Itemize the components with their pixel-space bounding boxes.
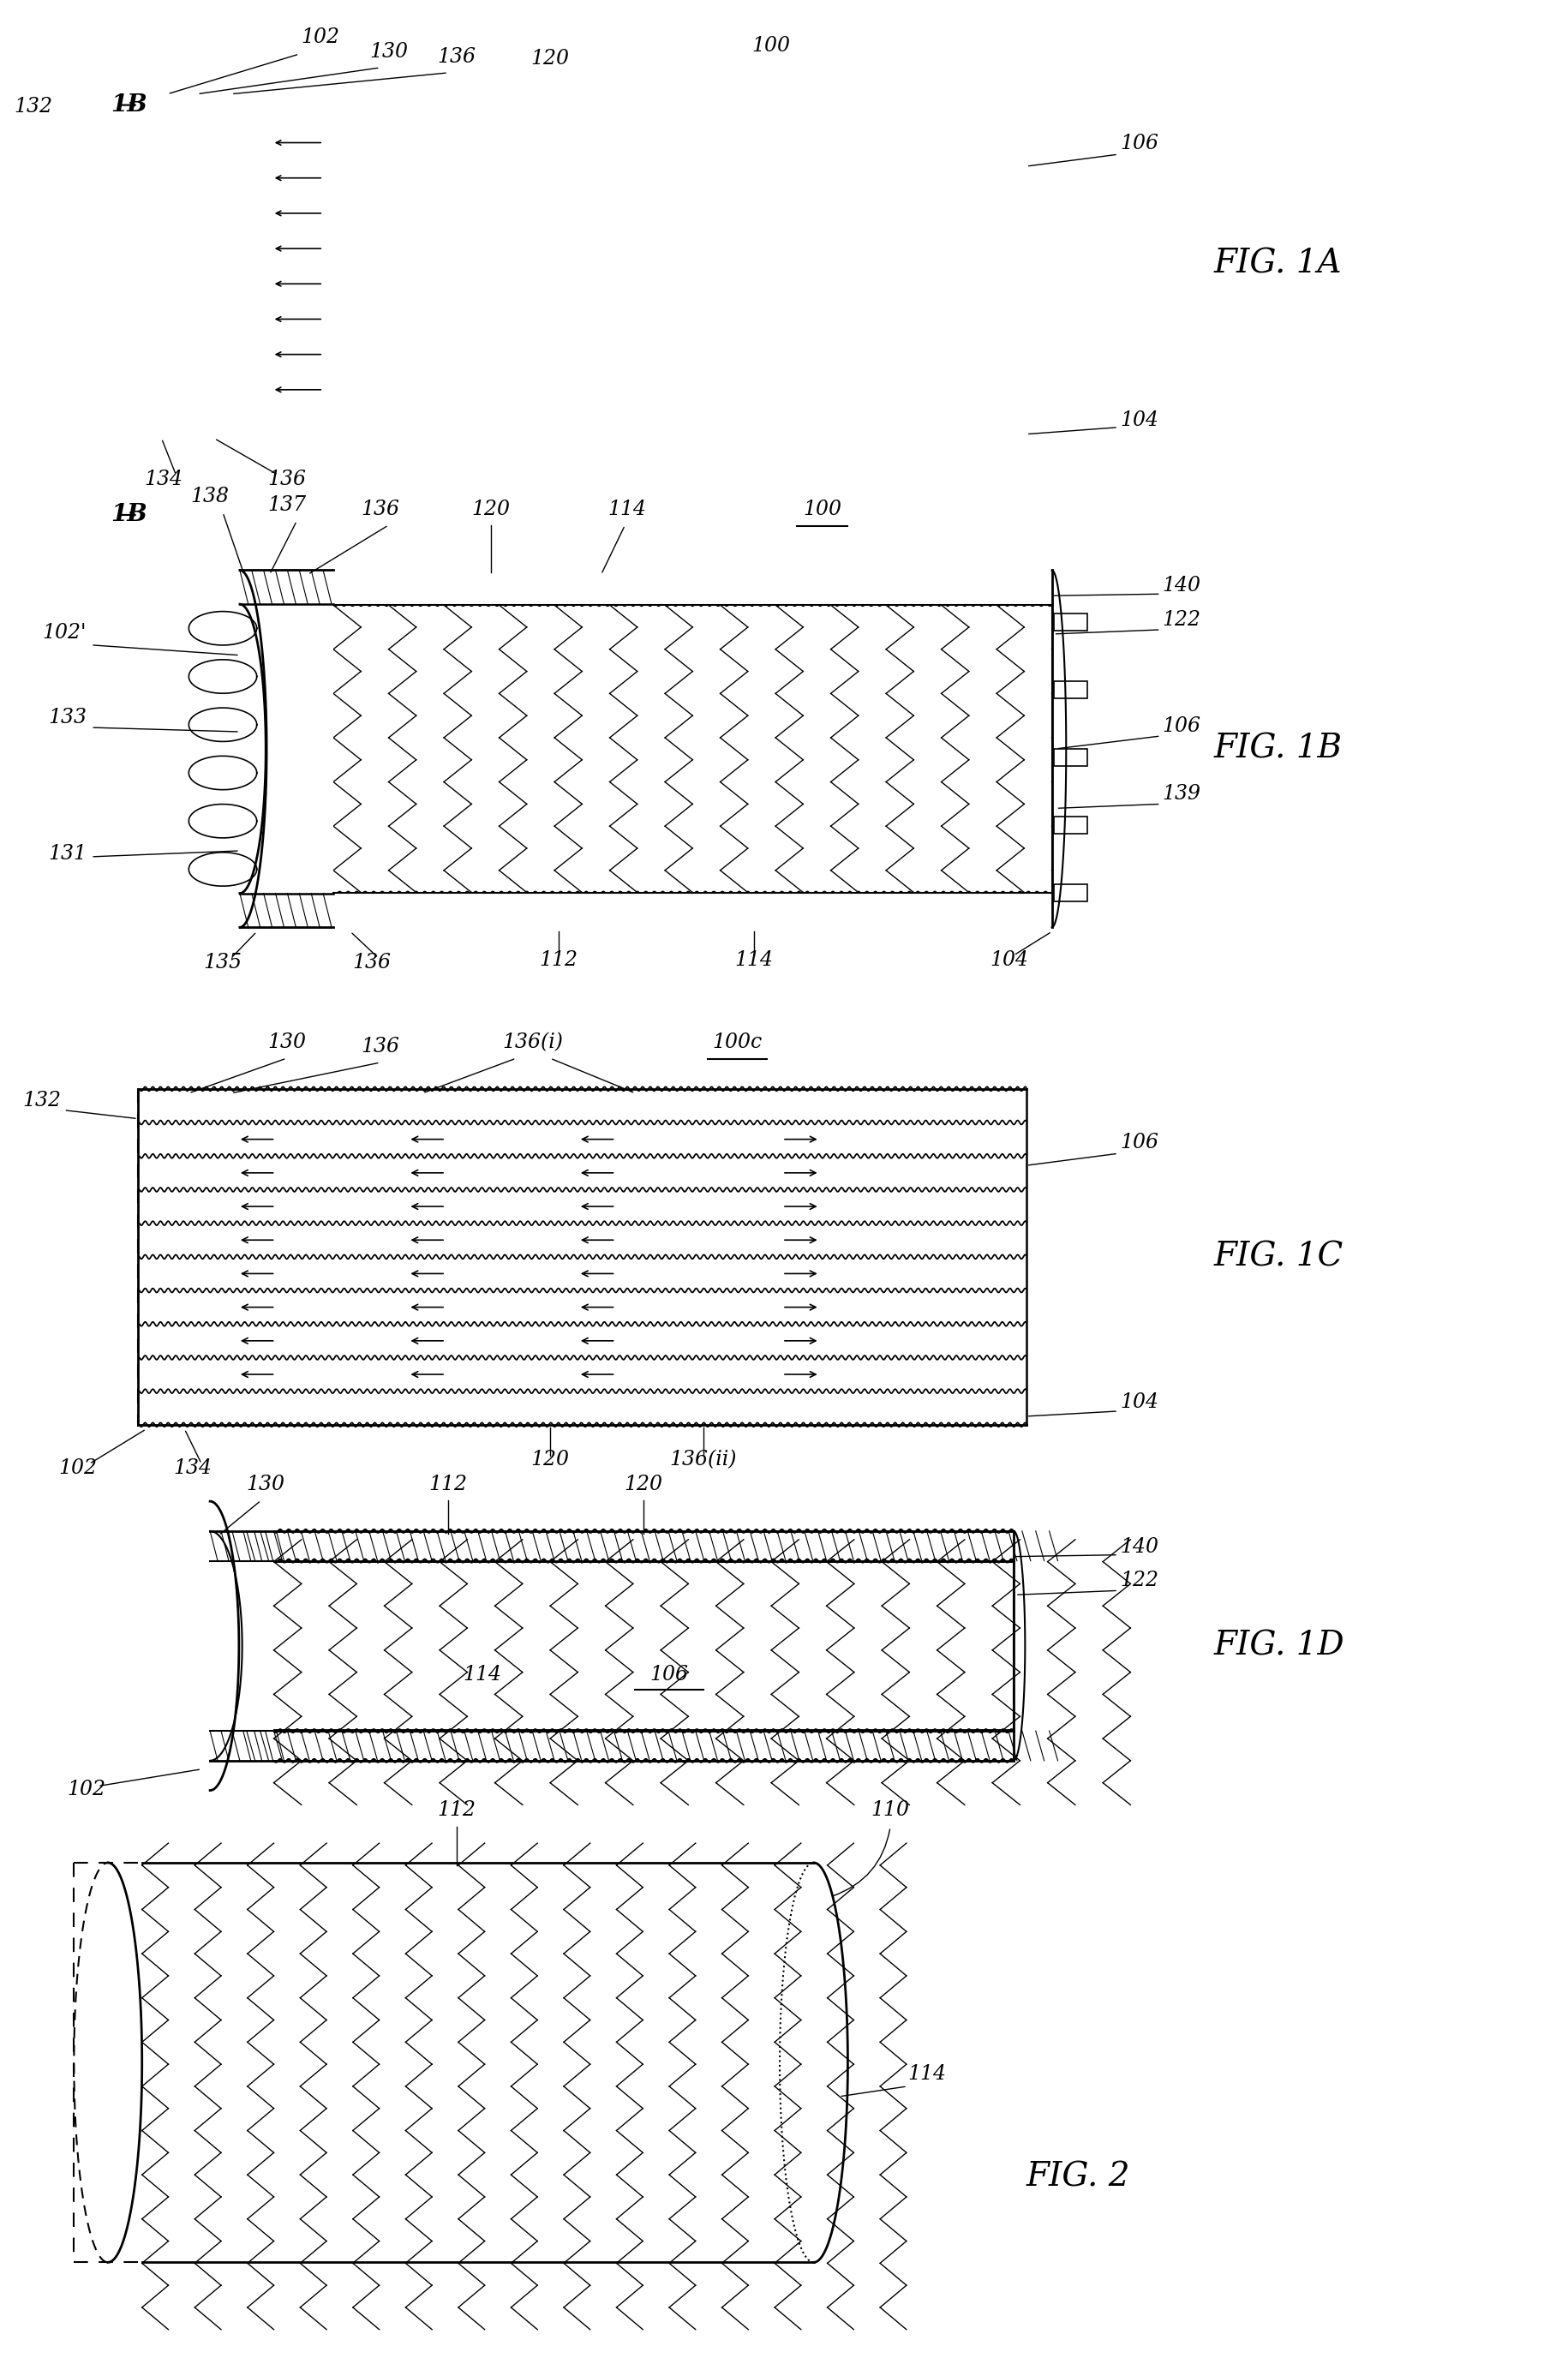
Text: 120: 120 [532,50,569,69]
Bar [1054,884,1088,901]
Text: 133: 133 [49,707,86,728]
Text: FIG. 1D: FIG. 1D [1214,1631,1344,1662]
Text: 136(i): 136(i) [503,1033,563,1052]
Text: 120: 120 [624,1475,663,1494]
Text: 134: 134 [144,470,182,489]
Text: 140: 140 [1120,1537,1159,1556]
Bar [1054,681,1088,697]
Text: 112: 112 [539,950,579,969]
Text: 102: 102 [301,28,340,47]
Text: 100: 100 [803,499,842,520]
Text: 130: 130 [370,43,408,61]
Text: 132: 132 [22,1090,61,1111]
Text: 130: 130 [246,1475,284,1494]
Text: 110: 110 [870,1801,909,1820]
Text: 137: 137 [267,494,306,515]
Text: 139: 139 [1162,785,1201,804]
Text: 114: 114 [607,499,646,520]
Text: 136: 136 [361,1038,400,1057]
Text: 132: 132 [14,97,53,116]
Text: 102: 102 [67,1780,107,1799]
Text: 138: 138 [191,487,229,506]
Text: 136(ii): 136(ii) [670,1449,737,1470]
Bar [1054,816,1088,834]
Text: 112: 112 [428,1475,467,1494]
Text: 104: 104 [989,950,1029,969]
Text: 136: 136 [361,499,400,520]
Text: FIG. 1C: FIG. 1C [1214,1241,1344,1272]
Text: 106: 106 [1120,135,1159,154]
Text: FIG. 2: FIG. 2 [1027,2161,1131,2194]
Text: FIG. 1A: FIG. 1A [1214,248,1342,279]
Text: 104: 104 [1120,1392,1159,1411]
Text: 1B: 1B [111,95,147,116]
Text: 131: 131 [49,844,86,863]
Bar [1054,749,1088,766]
Text: 120: 120 [472,499,510,520]
Text: 114: 114 [463,1664,502,1683]
Text: 106: 106 [1120,1132,1159,1154]
Text: 100c: 100c [712,1033,762,1052]
Text: 106: 106 [1162,716,1201,735]
Text: 114: 114 [735,950,773,969]
Text: 102: 102 [60,1459,97,1478]
Text: 114: 114 [908,2064,946,2083]
Text: 130: 130 [267,1033,306,1052]
Text: 135: 135 [204,953,241,972]
Text: 136: 136 [353,953,390,972]
Text: 134: 134 [174,1459,212,1478]
Text: 140: 140 [1162,577,1201,596]
Text: 122: 122 [1120,1572,1159,1591]
Text: 100: 100 [753,35,790,57]
Text: 120: 120 [532,1449,569,1470]
Bar [1054,615,1088,631]
Text: 136: 136 [267,470,306,489]
Text: 102': 102' [42,622,86,643]
Text: 106: 106 [649,1664,688,1683]
Text: FIG. 1B: FIG. 1B [1214,733,1342,764]
Text: 136: 136 [437,47,477,66]
Text: 104: 104 [1120,411,1159,430]
Text: 1B: 1B [111,504,147,527]
Text: 112: 112 [437,1801,477,1820]
Text: 122: 122 [1162,610,1201,629]
